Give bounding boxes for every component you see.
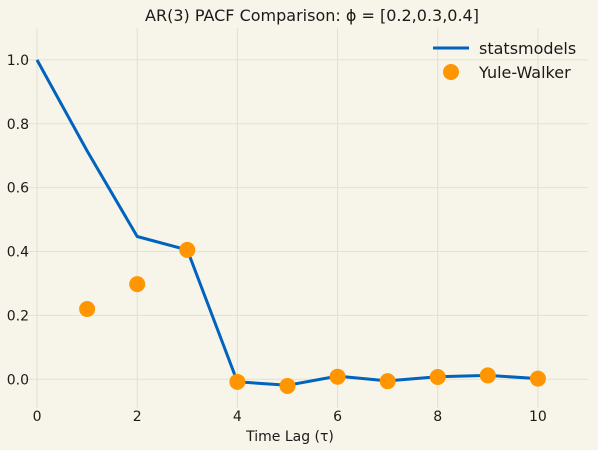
- y-tick-label: 0.6: [7, 181, 29, 197]
- legend-label-yule-walker: Yule-Walker: [478, 63, 571, 82]
- legend-marker-swatch: [443, 64, 459, 80]
- series-point-yule-walker: [479, 367, 496, 384]
- x-tick-label: 4: [233, 409, 242, 425]
- y-tick-label: 0.8: [7, 117, 29, 133]
- x-tick-label: 2: [133, 409, 142, 425]
- x-tick-label: 10: [529, 409, 547, 425]
- grid-layer: [22, 28, 588, 408]
- tick-layer: 0 2 4 6 8 10 0.0 0.2 0.4 0.6 0.8 1.0: [7, 53, 547, 425]
- series-point-yule-walker: [129, 276, 146, 293]
- x-tick-label: 0: [33, 409, 42, 425]
- y-tick-label: 0.2: [7, 308, 29, 324]
- y-tick-label: 0.4: [7, 245, 29, 261]
- series-point-yule-walker: [79, 301, 96, 318]
- legend: statsmodels Yule-Walker: [433, 39, 576, 82]
- series-point-yule-walker: [329, 368, 346, 385]
- x-axis-label: Time Lag (τ): [245, 429, 334, 445]
- x-tick-label: 8: [433, 409, 442, 425]
- series-point-yule-walker: [379, 373, 396, 390]
- series-point-yule-walker: [179, 241, 196, 258]
- series-point-yule-walker: [529, 370, 546, 387]
- y-tick-label: 0.0: [7, 372, 29, 388]
- series-point-yule-walker: [229, 373, 246, 390]
- x-tick-label: 6: [333, 409, 342, 425]
- series-layer: [35, 59, 546, 394]
- chart-title: AR(3) PACF Comparison: ϕ = [0.2,0.3,0.4]: [145, 6, 479, 25]
- legend-label-statsmodels: statsmodels: [479, 39, 576, 58]
- series-point-yule-walker: [429, 369, 446, 386]
- series-point-yule-walker: [279, 377, 296, 394]
- y-tick-label: 1.0: [7, 53, 29, 69]
